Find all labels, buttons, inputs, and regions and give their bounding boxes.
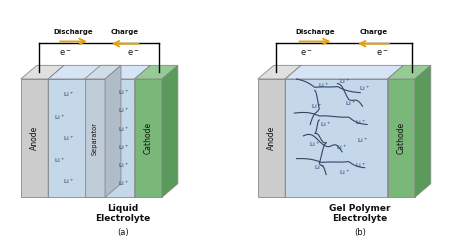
Text: Li$^+$: Li$^+$ xyxy=(54,156,65,165)
Text: Cathode: Cathode xyxy=(144,122,153,154)
Text: Li$^+$: Li$^+$ xyxy=(54,113,65,122)
Text: (b): (b) xyxy=(354,228,366,237)
Polygon shape xyxy=(258,65,301,79)
Polygon shape xyxy=(48,65,64,197)
Text: Discharge: Discharge xyxy=(54,29,93,35)
Text: Discharge: Discharge xyxy=(295,29,335,35)
Text: Li$^+$: Li$^+$ xyxy=(320,120,332,129)
Polygon shape xyxy=(135,65,151,197)
Text: Li$^+$: Li$^+$ xyxy=(337,143,348,152)
Text: Li$^+$: Li$^+$ xyxy=(63,90,74,99)
Polygon shape xyxy=(48,79,135,197)
Polygon shape xyxy=(285,65,403,79)
Text: Anode: Anode xyxy=(30,126,39,150)
Text: Li$^+$: Li$^+$ xyxy=(311,102,323,111)
Polygon shape xyxy=(135,79,162,197)
Polygon shape xyxy=(285,79,388,197)
Text: Li$^+$: Li$^+$ xyxy=(355,118,366,127)
Text: Anode: Anode xyxy=(267,126,276,150)
Polygon shape xyxy=(388,65,431,79)
Polygon shape xyxy=(162,65,178,197)
Text: Separator: Separator xyxy=(92,122,98,155)
Text: Li$^+$: Li$^+$ xyxy=(355,161,366,170)
Text: Li$^+$: Li$^+$ xyxy=(63,177,74,186)
Text: Li$^+$: Li$^+$ xyxy=(338,77,350,86)
Text: Charge: Charge xyxy=(359,29,388,35)
Text: Li$^+$: Li$^+$ xyxy=(118,179,129,188)
Text: Gel Polymer
Electrolyte: Gel Polymer Electrolyte xyxy=(329,203,391,223)
Polygon shape xyxy=(84,65,121,79)
Text: Li$^+$: Li$^+$ xyxy=(346,100,357,109)
Text: Li$^+$: Li$^+$ xyxy=(314,163,325,172)
Text: e$^-$: e$^-$ xyxy=(59,48,72,58)
Polygon shape xyxy=(388,65,403,197)
Text: Li$^+$: Li$^+$ xyxy=(118,124,129,133)
Text: Charge: Charge xyxy=(111,29,139,35)
Text: Li$^+$: Li$^+$ xyxy=(359,84,371,93)
Text: Liquid
Electrolyte: Liquid Electrolyte xyxy=(96,203,151,223)
Text: Li$^+$: Li$^+$ xyxy=(309,140,320,149)
Polygon shape xyxy=(135,65,178,79)
Text: Li$^+$: Li$^+$ xyxy=(118,88,129,97)
Text: Li$^+$: Li$^+$ xyxy=(118,143,129,152)
Polygon shape xyxy=(21,65,64,79)
Polygon shape xyxy=(285,65,301,197)
Text: Li$^+$: Li$^+$ xyxy=(357,136,368,145)
Text: Li$^+$: Li$^+$ xyxy=(118,106,129,115)
Text: (a): (a) xyxy=(118,228,129,237)
Text: Cathode: Cathode xyxy=(397,122,406,154)
Text: e$^-$: e$^-$ xyxy=(300,48,312,58)
Text: Li$^+$: Li$^+$ xyxy=(318,81,329,90)
Text: e$^-$: e$^-$ xyxy=(376,48,389,58)
Polygon shape xyxy=(48,65,151,79)
Text: Li$^+$: Li$^+$ xyxy=(338,168,350,177)
Text: e$^-$: e$^-$ xyxy=(127,48,139,58)
Polygon shape xyxy=(84,79,105,197)
Text: Li$^+$: Li$^+$ xyxy=(118,161,129,170)
Polygon shape xyxy=(21,79,48,197)
Polygon shape xyxy=(415,65,431,197)
Polygon shape xyxy=(258,79,285,197)
Polygon shape xyxy=(105,65,121,197)
Polygon shape xyxy=(388,79,415,197)
Text: Li$^+$: Li$^+$ xyxy=(63,134,74,143)
